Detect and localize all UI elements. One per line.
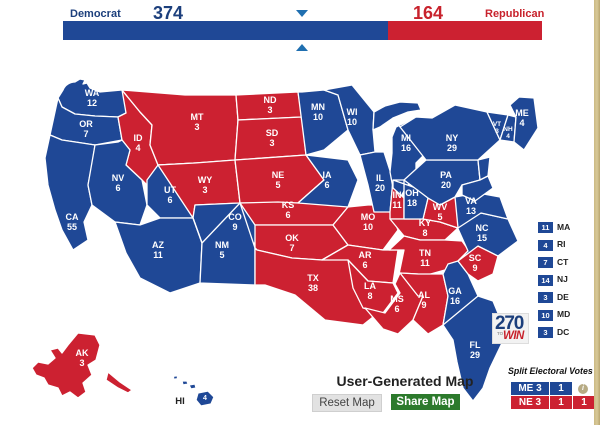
svg-text:55: 55 xyxy=(67,222,77,232)
svg-text:9: 9 xyxy=(472,263,477,273)
svg-text:VA: VA xyxy=(465,196,477,206)
svg-text:ID: ID xyxy=(134,133,144,143)
svg-text:KY: KY xyxy=(419,218,432,228)
svg-text:LA: LA xyxy=(364,281,376,291)
svg-text:MI: MI xyxy=(401,133,411,143)
svg-text:6: 6 xyxy=(362,260,367,270)
svg-text:3: 3 xyxy=(194,122,199,132)
svg-text:20: 20 xyxy=(375,183,385,193)
svg-text:GA: GA xyxy=(448,286,462,296)
svg-text:9: 9 xyxy=(421,300,426,310)
svg-text:WV: WV xyxy=(433,202,448,212)
svg-text:15: 15 xyxy=(477,233,487,243)
svg-text:29: 29 xyxy=(470,350,480,360)
svg-text:4: 4 xyxy=(135,143,140,153)
svg-text:SD: SD xyxy=(266,128,279,138)
svg-text:FL: FL xyxy=(470,340,481,350)
svg-text:3: 3 xyxy=(267,105,272,115)
svg-text:4: 4 xyxy=(506,133,510,140)
svg-text:5: 5 xyxy=(219,250,224,260)
svg-text:NM: NM xyxy=(215,240,229,250)
svg-text:5: 5 xyxy=(275,180,280,190)
svg-text:38: 38 xyxy=(308,283,318,293)
svg-text:18: 18 xyxy=(407,198,417,208)
svg-text:MO: MO xyxy=(361,212,376,222)
svg-text:3: 3 xyxy=(269,138,274,148)
svg-text:AR: AR xyxy=(359,250,372,260)
svg-text:10: 10 xyxy=(363,222,373,232)
svg-text:11: 11 xyxy=(420,258,430,268)
svg-text:7: 7 xyxy=(289,243,294,253)
svg-text:4: 4 xyxy=(203,395,207,402)
svg-text:TN: TN xyxy=(419,248,431,258)
svg-text:3: 3 xyxy=(79,358,84,368)
svg-text:11: 11 xyxy=(153,250,163,260)
svg-text:NH: NH xyxy=(503,126,513,133)
svg-text:TX: TX xyxy=(307,273,319,283)
svg-text:AZ: AZ xyxy=(152,240,164,250)
svg-text:6: 6 xyxy=(285,210,290,220)
svg-text:HI: HI xyxy=(175,396,185,407)
svg-text:10: 10 xyxy=(347,117,357,127)
svg-text:7: 7 xyxy=(83,129,88,139)
svg-text:NC: NC xyxy=(476,223,489,233)
svg-text:16: 16 xyxy=(401,143,411,153)
svg-text:MT: MT xyxy=(191,112,204,122)
svg-text:6: 6 xyxy=(167,195,172,205)
svg-text:VT: VT xyxy=(493,121,501,128)
svg-text:KS: KS xyxy=(282,200,295,210)
svg-text:OR: OR xyxy=(79,119,93,129)
svg-text:SC: SC xyxy=(469,253,482,263)
svg-text:IL: IL xyxy=(376,173,385,183)
svg-text:IN: IN xyxy=(393,190,402,200)
svg-text:MS: MS xyxy=(390,294,404,304)
svg-text:13: 13 xyxy=(466,206,476,216)
svg-text:OH: OH xyxy=(405,188,419,198)
svg-text:8: 8 xyxy=(422,228,427,238)
svg-text:UT: UT xyxy=(164,185,176,195)
svg-text:MN: MN xyxy=(311,102,325,112)
svg-text:WA: WA xyxy=(85,88,100,98)
svg-text:CA: CA xyxy=(66,212,79,222)
svg-text:NY: NY xyxy=(446,133,459,143)
svg-text:8: 8 xyxy=(367,291,372,301)
svg-text:AL: AL xyxy=(418,290,430,300)
svg-text:16: 16 xyxy=(450,296,460,306)
svg-text:29: 29 xyxy=(447,143,457,153)
svg-text:4: 4 xyxy=(519,118,524,128)
svg-text:6: 6 xyxy=(115,183,120,193)
svg-text:3: 3 xyxy=(495,128,499,135)
svg-text:5: 5 xyxy=(437,212,442,222)
svg-text:PA: PA xyxy=(440,170,452,180)
svg-text:ME: ME xyxy=(515,108,529,118)
svg-text:3: 3 xyxy=(202,185,207,195)
svg-text:6: 6 xyxy=(394,304,399,314)
svg-text:IA: IA xyxy=(323,170,333,180)
svg-text:AK: AK xyxy=(76,348,89,358)
svg-text:12: 12 xyxy=(87,98,97,108)
svg-text:ND: ND xyxy=(264,95,277,105)
svg-text:OK: OK xyxy=(285,233,299,243)
svg-text:11: 11 xyxy=(392,200,402,210)
svg-text:NV: NV xyxy=(112,173,125,183)
svg-text:20: 20 xyxy=(441,180,451,190)
svg-text:10: 10 xyxy=(313,112,323,122)
svg-text:CO: CO xyxy=(228,212,242,222)
svg-text:WI: WI xyxy=(347,107,358,117)
svg-text:6: 6 xyxy=(324,180,329,190)
svg-text:9: 9 xyxy=(232,222,237,232)
svg-text:WY: WY xyxy=(198,175,213,185)
svg-text:NE: NE xyxy=(272,170,285,180)
